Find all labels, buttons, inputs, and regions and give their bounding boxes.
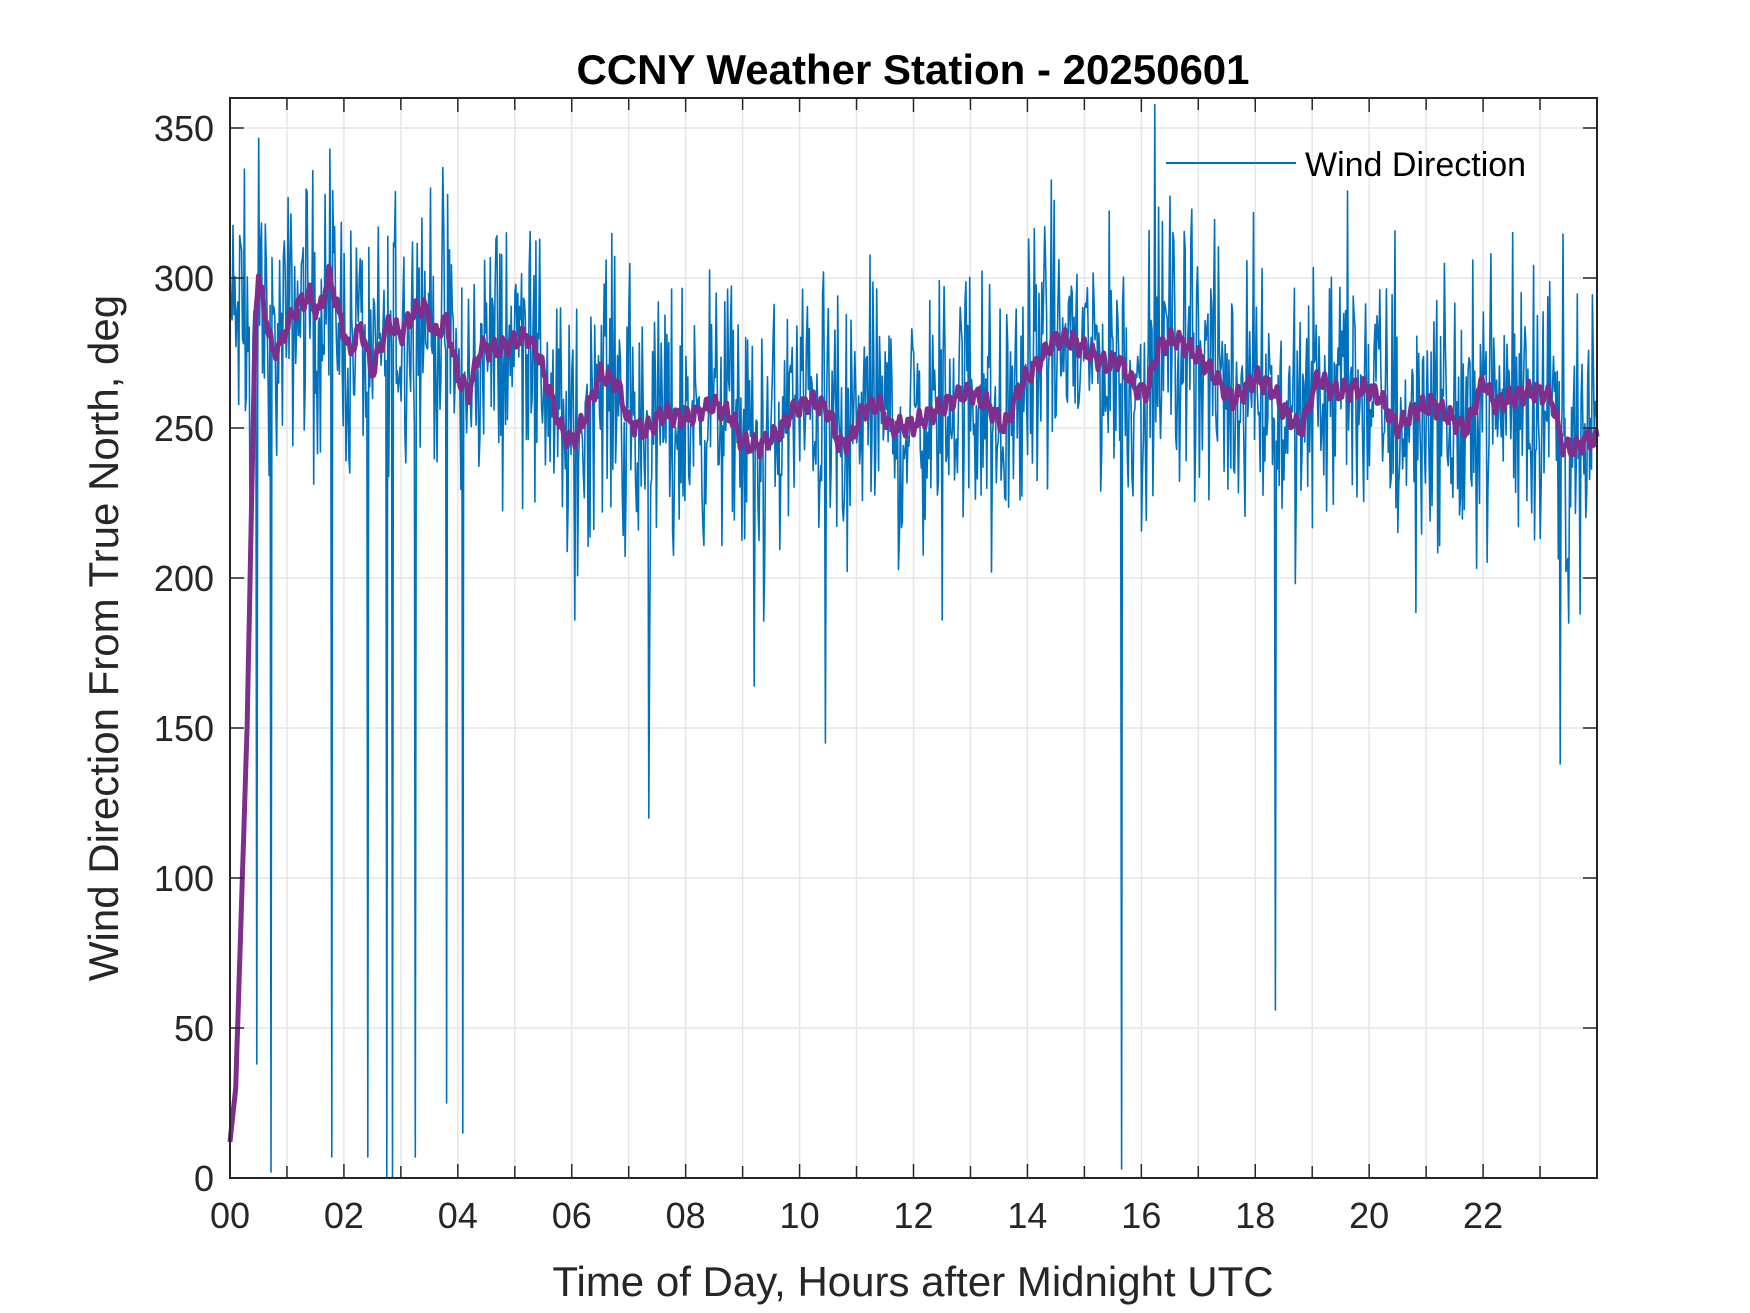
x-tick-label: 02 bbox=[324, 1195, 364, 1236]
axis-ticks bbox=[229, 98, 1597, 1179]
x-tick-label: 22 bbox=[1463, 1195, 1503, 1236]
y-tick-label: 0 bbox=[194, 1158, 214, 1199]
x-tick-label: 14 bbox=[1007, 1195, 1047, 1236]
x-tick-labels: 00 02 04 06 08 10 12 14 16 18 20 22 bbox=[210, 1195, 1503, 1236]
series-moving-average bbox=[227, 263, 1600, 1143]
x-tick-label: 08 bbox=[666, 1195, 706, 1236]
x-tick-label: 12 bbox=[893, 1195, 933, 1236]
y-tick-label: 300 bbox=[154, 258, 214, 299]
y-tick-label: 100 bbox=[154, 858, 214, 899]
x-axis-label: Time of Day, Hours after Midnight UTC bbox=[552, 1258, 1273, 1305]
y-tick-label: 250 bbox=[154, 408, 214, 449]
y-tick-label: 50 bbox=[174, 1008, 214, 1049]
y-tick-labels: 0 50 100 150 200 250 300 350 bbox=[154, 108, 214, 1199]
x-tick-label: 04 bbox=[438, 1195, 478, 1236]
chart-title: CCNY Weather Station - 20250601 bbox=[576, 46, 1249, 93]
y-axis-label: Wind Direction From True North, deg bbox=[80, 295, 127, 981]
x-tick-label: 00 bbox=[210, 1195, 250, 1236]
y-tick-label: 150 bbox=[154, 708, 214, 749]
y-tick-label: 350 bbox=[154, 108, 214, 149]
x-tick-label: 06 bbox=[552, 1195, 592, 1236]
moving-average-line bbox=[227, 263, 1600, 1143]
y-tick-label: 200 bbox=[154, 558, 214, 599]
legend: Wind Direction bbox=[1166, 146, 1526, 184]
x-tick-label: 16 bbox=[1121, 1195, 1161, 1236]
x-tick-label: 10 bbox=[780, 1195, 820, 1236]
legend-label-wind-direction: Wind Direction bbox=[1305, 146, 1526, 184]
x-tick-label: 20 bbox=[1349, 1195, 1389, 1236]
x-tick-label: 18 bbox=[1235, 1195, 1275, 1236]
